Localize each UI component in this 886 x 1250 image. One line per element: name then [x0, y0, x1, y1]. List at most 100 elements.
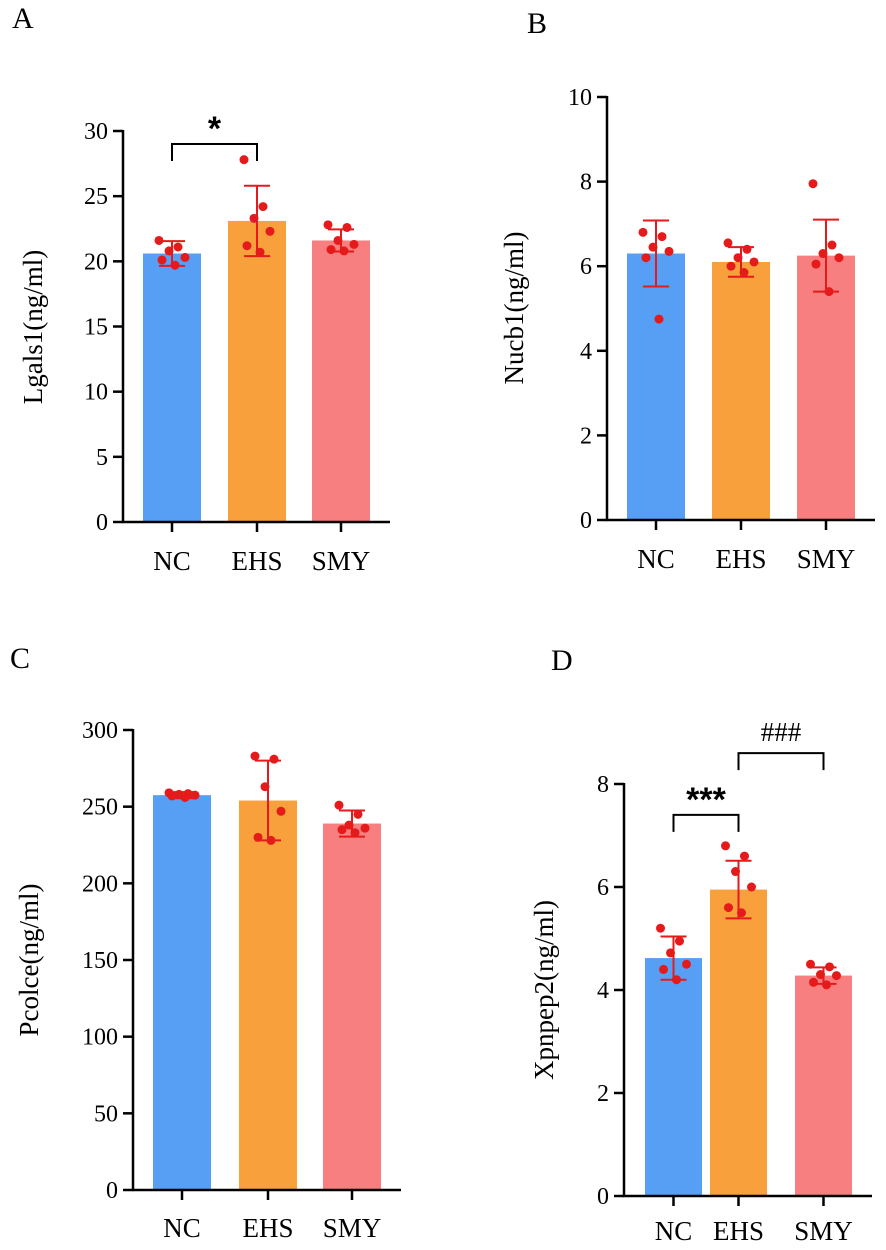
y-tick-label: 8: [597, 772, 609, 798]
y-tick-label: 200: [82, 871, 118, 897]
data-point: [349, 239, 359, 249]
data-point: [682, 959, 691, 969]
bar-ehs: [228, 220, 286, 522]
panel-C: C 0 50 100 150 200 250 300 NC EHS SMY Pcolce(ng/ml): [10, 642, 401, 1243]
y-tick-label: 15: [84, 315, 108, 341]
data-point: [825, 962, 834, 972]
y-tick-label: 8: [580, 170, 592, 196]
y-tick-label: 5: [96, 445, 108, 471]
data-point: [742, 244, 752, 254]
data-point: [724, 903, 733, 913]
data-point: [672, 975, 681, 985]
data-point: [258, 202, 268, 212]
data-point: [333, 235, 343, 245]
bar-nc: [153, 795, 211, 1190]
data-point: [249, 213, 259, 223]
bar-nc: [645, 958, 702, 1196]
x-tick-label-nc: NC: [153, 546, 191, 576]
data-point: [749, 257, 759, 267]
bar-smy: [795, 975, 852, 1196]
y-tick-label: 6: [597, 875, 609, 901]
data-point: [638, 227, 648, 237]
bar-smy: [797, 255, 855, 520]
data-point: [242, 241, 252, 251]
data-point: [173, 242, 183, 252]
bar-smy: [312, 240, 370, 523]
data-point: [809, 977, 818, 987]
x-tick-label-smy: SMY: [797, 544, 856, 574]
data-point: [827, 240, 837, 250]
data-point: [339, 246, 349, 256]
data-point: [334, 800, 344, 810]
y-tick-label: 20: [84, 249, 108, 275]
data-point: [170, 260, 180, 270]
y-axis-title: Pcolce(ng/ml): [14, 884, 44, 1037]
data-point: [154, 235, 164, 245]
data-point: [269, 754, 279, 764]
x-tick-label-ehs: EHS: [715, 544, 766, 574]
significance-label: *: [208, 110, 222, 148]
y-tick-label: 150: [82, 948, 118, 974]
data-point: [811, 259, 821, 269]
data-point: [806, 959, 815, 969]
y-axis-title: Xpnpep2(ng/ml): [529, 900, 559, 1080]
significance-bracket: [171, 143, 258, 162]
significance-bracket: [737, 752, 825, 771]
data-point: [832, 971, 841, 981]
data-point: [747, 882, 756, 892]
data-point: [265, 226, 275, 236]
bar-ehs: [239, 800, 297, 1190]
data-point: [737, 908, 746, 918]
panel-label: A: [12, 2, 34, 35]
data-point: [675, 936, 684, 946]
data-point: [818, 249, 828, 259]
y-axis-title: Lgals1(ng/ml): [18, 250, 48, 404]
y-tick-label: 10: [568, 85, 592, 111]
data-point: [344, 820, 354, 830]
significance-label: ***: [686, 781, 726, 819]
y-tick-label: 4: [597, 978, 609, 1004]
x-tick-label-nc: NC: [655, 1216, 693, 1246]
data-point: [255, 247, 265, 257]
panel-label: D: [551, 644, 573, 677]
data-point: [337, 825, 347, 835]
data-point: [648, 242, 658, 252]
y-tick-label: 2: [580, 423, 592, 449]
data-point: [657, 232, 667, 242]
x-tick-label-smy: SMY: [794, 1216, 853, 1246]
y-tick-label: 25: [84, 184, 108, 210]
data-point: [180, 792, 190, 802]
x-tick-label-smy: SMY: [323, 1213, 382, 1243]
data-point: [250, 751, 260, 761]
panel-label: B: [527, 7, 547, 40]
data-point: [326, 245, 336, 255]
data-point: [342, 222, 352, 232]
panel-B: B 0 2 4 6 8 10 NC EHS SMY Nucb1(ng/ml): [499, 7, 875, 574]
data-point: [276, 806, 286, 816]
data-point: [350, 828, 360, 838]
data-point: [164, 246, 174, 256]
x-tick-label-smy: SMY: [312, 546, 371, 576]
data-point: [353, 809, 363, 819]
data-point: [157, 255, 167, 265]
data-point: [739, 268, 749, 278]
data-point: [180, 252, 190, 262]
x-tick-label-nc: NC: [163, 1213, 201, 1243]
data-point: [641, 253, 651, 263]
bar-ehs: [712, 261, 770, 520]
panel-A: A 0 5 10 15 20 25 30 NC EHS SMY Lgals1(ng/ml) *: [12, 2, 390, 576]
y-tick-label: 250: [82, 795, 118, 821]
data-point: [654, 314, 664, 324]
significance-bracket: [672, 813, 740, 832]
y-tick-label: 0: [106, 1178, 118, 1204]
y-tick-label: 10: [84, 380, 108, 406]
bar-ehs: [710, 889, 767, 1196]
panel-label: C: [10, 642, 30, 675]
data-point: [664, 246, 674, 256]
y-tick-label: 300: [82, 718, 118, 744]
x-tick-label-ehs: EHS: [713, 1216, 764, 1246]
y-tick-label: 100: [82, 1025, 118, 1051]
data-point: [824, 287, 834, 297]
data-point: [721, 841, 730, 851]
